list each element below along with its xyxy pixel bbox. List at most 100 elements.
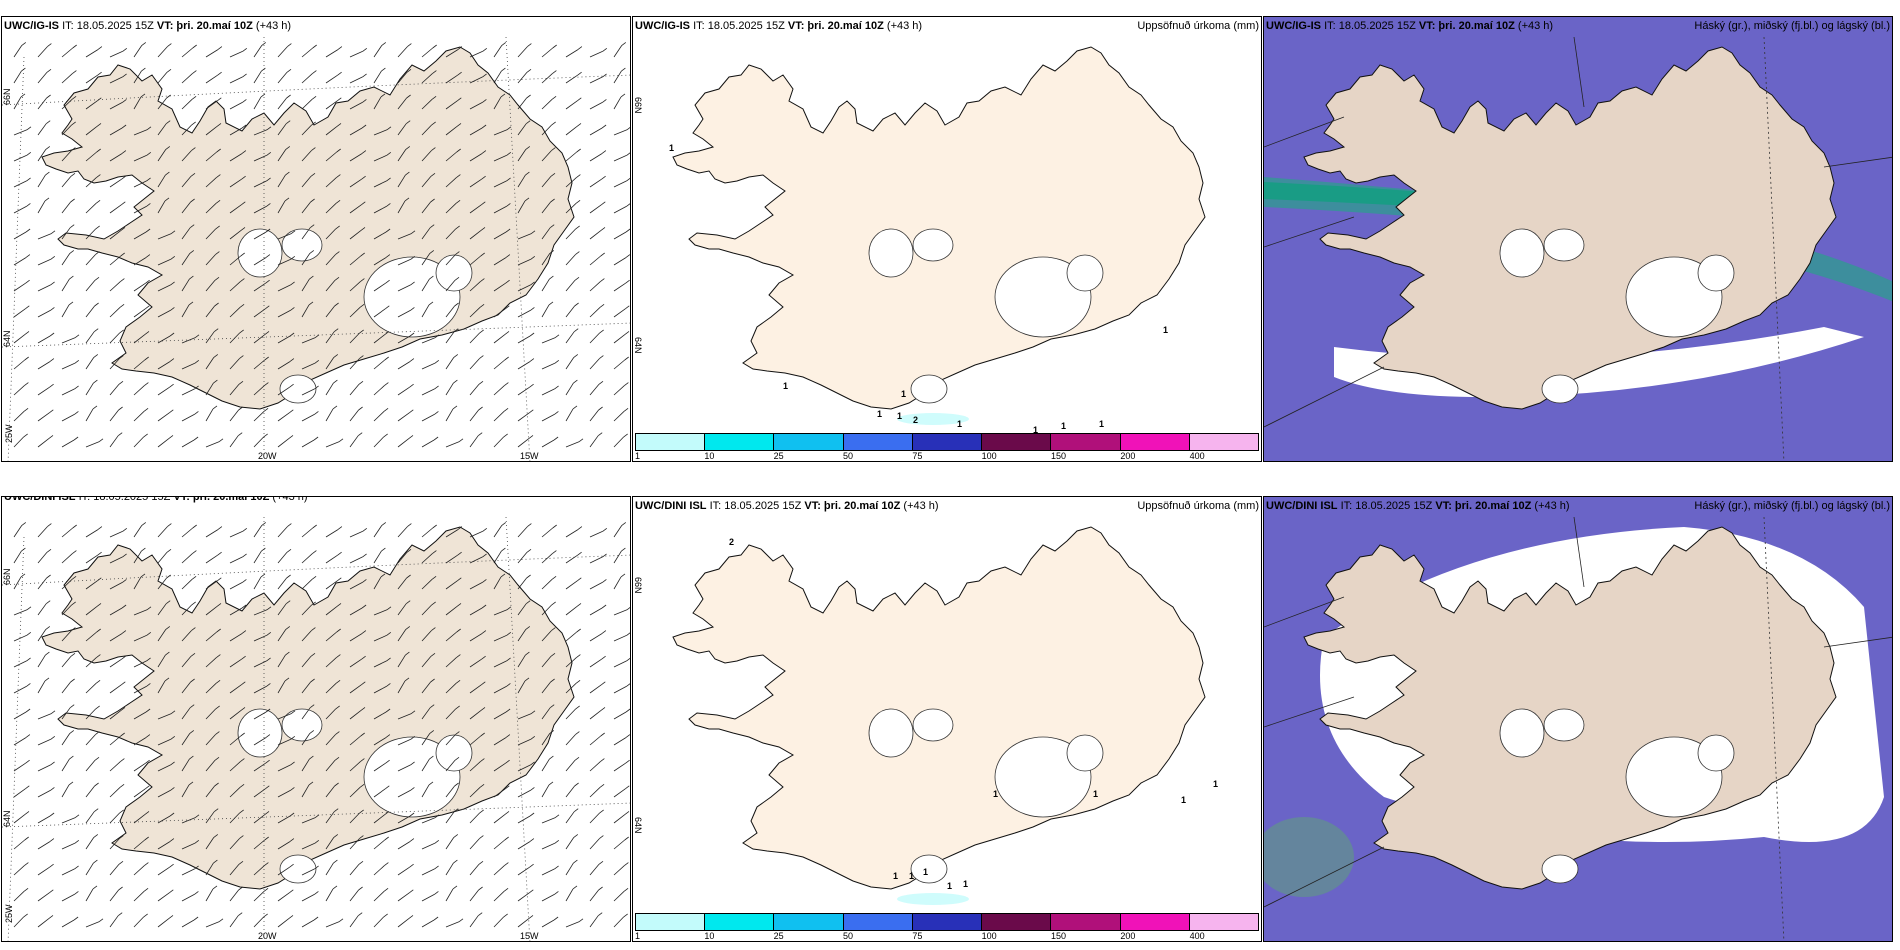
wind-barb bbox=[133, 762, 146, 772]
wind-barb bbox=[421, 47, 433, 58]
wind-barb-flag bbox=[167, 43, 172, 47]
wind-barb bbox=[229, 204, 242, 214]
wind-barb-flag bbox=[528, 435, 534, 439]
wind-barb-flag bbox=[289, 383, 294, 388]
wind-barb-flag bbox=[384, 836, 389, 841]
wind-barb bbox=[13, 436, 24, 448]
wind-barb bbox=[373, 180, 387, 188]
glacier bbox=[1697, 254, 1735, 292]
wind-barb bbox=[61, 868, 75, 876]
wind-barb-flag bbox=[237, 912, 243, 917]
wind-barb-flag bbox=[454, 782, 459, 787]
wind-barb bbox=[253, 96, 262, 110]
wind-barb bbox=[157, 764, 171, 772]
wind-barb bbox=[517, 438, 530, 448]
wind-barb-flag bbox=[602, 47, 608, 52]
wind-barb-flag bbox=[189, 224, 195, 229]
wind-barb bbox=[253, 385, 265, 396]
wind-barb-flag bbox=[358, 860, 364, 865]
wind-barb-flag bbox=[26, 203, 31, 207]
wind-barb-flag bbox=[24, 811, 30, 815]
wind-barb-flag bbox=[432, 70, 437, 74]
wind-barb-flag bbox=[311, 575, 317, 580]
wind-barb-flag bbox=[50, 307, 55, 311]
wind-barb bbox=[301, 388, 315, 396]
wind-barb-flag bbox=[529, 383, 534, 388]
wind-barb bbox=[613, 308, 626, 318]
wind-barb bbox=[565, 529, 579, 538]
wind-barb-flag bbox=[383, 407, 389, 412]
wind-barb bbox=[493, 609, 508, 616]
wind-barb-flag bbox=[169, 358, 175, 362]
wind-barb-flag bbox=[143, 407, 149, 412]
wind-barb bbox=[445, 357, 455, 370]
wind-barb-flag bbox=[624, 356, 629, 361]
wind-barb-flag bbox=[95, 199, 101, 204]
wind-barb-flag bbox=[237, 432, 243, 437]
wind-barb-flag bbox=[26, 631, 32, 636]
wind-barb-flag bbox=[457, 577, 462, 582]
wind-barb-flag bbox=[168, 915, 174, 919]
wind-barb bbox=[133, 609, 148, 616]
wind-barb bbox=[61, 707, 71, 720]
wind-barb bbox=[517, 123, 527, 136]
wind-barb bbox=[181, 656, 192, 668]
wind-barb-flag bbox=[288, 435, 294, 439]
wind-barb-flag bbox=[24, 356, 29, 361]
wind-barb bbox=[37, 680, 46, 694]
wind-barb bbox=[445, 203, 457, 214]
wind-barb bbox=[445, 760, 456, 772]
wind-barb bbox=[421, 73, 433, 84]
wind-barb bbox=[613, 839, 625, 850]
model-name: UWC/DINI ISL bbox=[1266, 500, 1338, 512]
wind-barb bbox=[325, 554, 338, 564]
wind-barb-flag bbox=[385, 759, 390, 764]
wind-barb bbox=[85, 580, 98, 590]
wind-barb bbox=[493, 550, 502, 564]
wind-barb bbox=[517, 335, 531, 344]
wind-barb-flag bbox=[25, 305, 30, 310]
wind-barb bbox=[133, 96, 142, 110]
wind-barb-flag bbox=[455, 705, 460, 710]
wind-barb bbox=[277, 72, 288, 84]
wind-barb-flag bbox=[530, 761, 535, 766]
wind-barb bbox=[445, 606, 458, 616]
wind-barb-flag bbox=[311, 601, 316, 606]
wind-barb-flag bbox=[23, 433, 28, 438]
glacier bbox=[281, 228, 323, 262]
wind-barb bbox=[37, 764, 51, 772]
wind-barb-flag bbox=[312, 70, 317, 74]
wind-barb bbox=[301, 604, 312, 616]
wind-barb bbox=[541, 227, 551, 240]
wind-barb-flag bbox=[384, 331, 390, 335]
wind-barb bbox=[157, 654, 166, 668]
wind-barb-flag bbox=[23, 407, 29, 412]
wind-barb-flag bbox=[194, 891, 199, 895]
wind-barb bbox=[253, 334, 266, 344]
wind-barb-flag bbox=[50, 230, 56, 235]
wind-barb bbox=[13, 525, 23, 538]
wind-barb bbox=[229, 735, 241, 746]
wind-barb bbox=[445, 785, 455, 798]
wind-barb-flag bbox=[266, 126, 272, 131]
wind-barb-flag bbox=[121, 630, 127, 634]
wind-barb bbox=[229, 633, 243, 642]
wind-barb bbox=[445, 921, 460, 928]
wind-barb bbox=[181, 919, 195, 928]
wind-barb bbox=[589, 153, 603, 162]
precipitation-value: 1 bbox=[993, 789, 998, 799]
wind-barb bbox=[37, 335, 51, 344]
wind-barb-flag bbox=[314, 865, 319, 870]
wind-barb bbox=[13, 865, 25, 876]
wind-barb-flag bbox=[285, 171, 290, 176]
wind-barb-flag bbox=[380, 573, 386, 578]
wind-barb bbox=[469, 409, 479, 422]
wind-barb-flag bbox=[600, 732, 605, 737]
wind-barb-flag bbox=[385, 305, 390, 310]
wind-barb bbox=[133, 257, 147, 266]
cloud-cover-map-panel: UWC/IG-IS IT: 18.05.2025 15Z VT: þri. 20… bbox=[1263, 16, 1893, 462]
wind-barb-flag bbox=[456, 654, 461, 658]
wind-barb-flag bbox=[338, 918, 344, 923]
wind-barb-flag bbox=[453, 354, 459, 358]
wind-barb-flag bbox=[428, 781, 434, 786]
